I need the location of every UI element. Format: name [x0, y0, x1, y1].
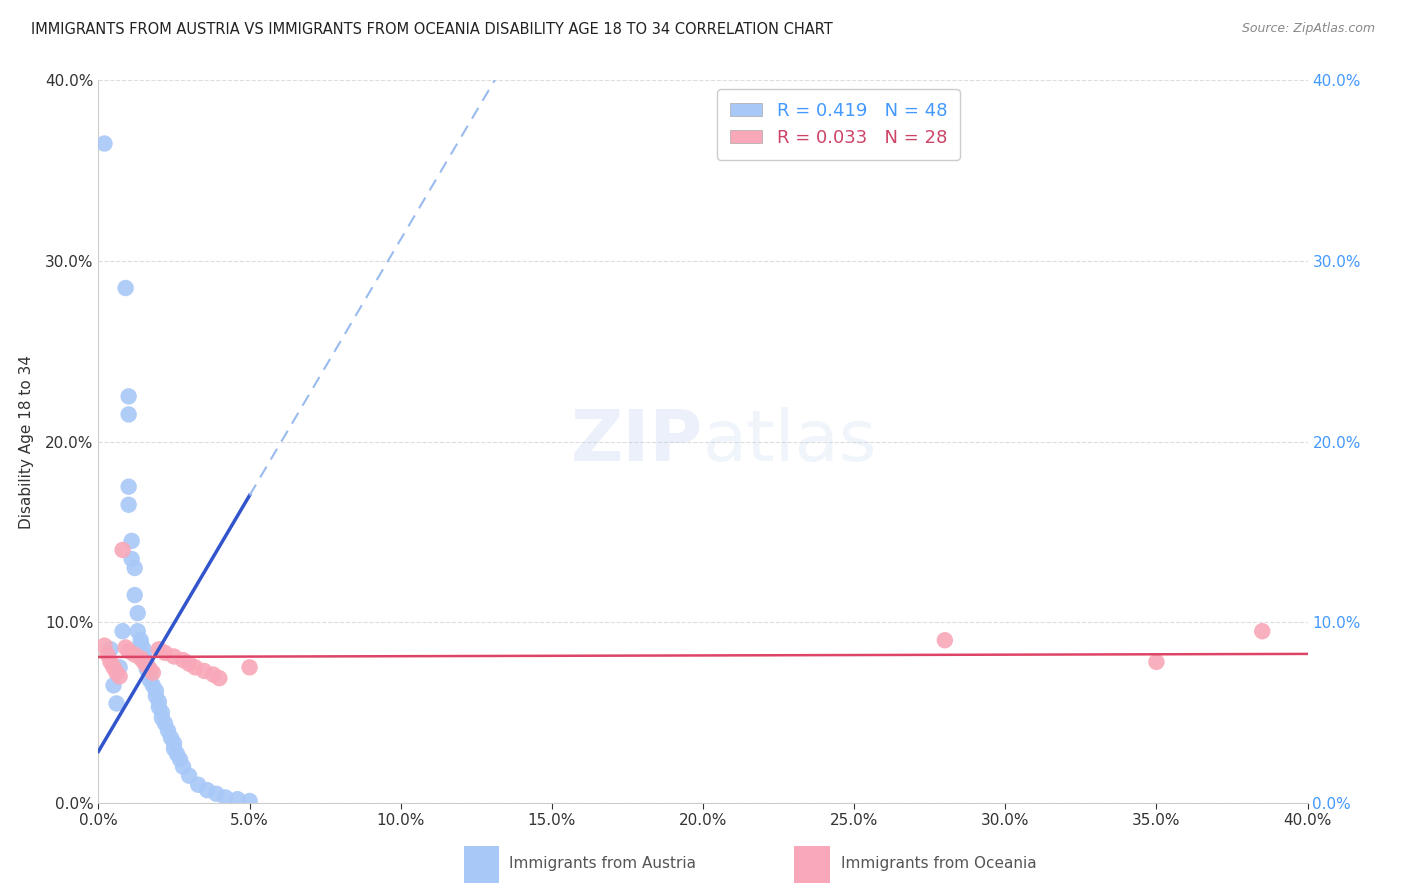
- Text: IMMIGRANTS FROM AUSTRIA VS IMMIGRANTS FROM OCEANIA DISABILITY AGE 18 TO 34 CORRE: IMMIGRANTS FROM AUSTRIA VS IMMIGRANTS FR…: [31, 22, 832, 37]
- Point: [111, 542, 134, 557]
- Point: [179, 657, 201, 671]
- Point: [1251, 624, 1274, 639]
- Point: [121, 552, 143, 566]
- Point: [169, 752, 191, 766]
- Point: [105, 665, 128, 680]
- Point: [160, 731, 183, 745]
- Point: [100, 655, 122, 669]
- Point: [132, 648, 155, 662]
- Point: [105, 697, 128, 711]
- Point: [135, 662, 157, 676]
- Point: [156, 723, 179, 738]
- Point: [127, 606, 149, 620]
- Point: [239, 660, 262, 674]
- Point: [142, 665, 165, 680]
- Point: [195, 783, 218, 797]
- Point: [100, 642, 122, 657]
- Text: Immigrants from Oceania: Immigrants from Oceania: [841, 856, 1036, 871]
- Point: [108, 669, 131, 683]
- Point: [153, 716, 176, 731]
- Point: [153, 646, 176, 660]
- Point: [139, 662, 162, 676]
- Text: Source: ZipAtlas.com: Source: ZipAtlas.com: [1241, 22, 1375, 36]
- Point: [184, 660, 207, 674]
- Point: [1144, 655, 1167, 669]
- Point: [118, 389, 141, 403]
- Point: [108, 660, 131, 674]
- Point: [103, 660, 125, 674]
- Point: [135, 658, 157, 673]
- Point: [124, 648, 146, 662]
- Point: [179, 769, 201, 783]
- Point: [148, 642, 170, 657]
- Point: [121, 533, 143, 548]
- Point: [139, 667, 162, 681]
- Point: [114, 281, 136, 295]
- Point: [118, 644, 141, 658]
- Point: [145, 690, 167, 704]
- Point: [239, 794, 262, 808]
- Point: [172, 653, 194, 667]
- Point: [214, 790, 236, 805]
- Text: Immigrants from Austria: Immigrants from Austria: [509, 856, 696, 871]
- Point: [118, 480, 141, 494]
- Point: [129, 651, 152, 665]
- Point: [163, 741, 186, 756]
- Point: [187, 778, 209, 792]
- Point: [150, 706, 173, 720]
- Point: [148, 695, 170, 709]
- Text: atlas: atlas: [703, 407, 877, 476]
- Point: [150, 711, 173, 725]
- Point: [145, 683, 167, 698]
- Point: [208, 671, 231, 685]
- Text: ZIP: ZIP: [571, 407, 703, 476]
- Y-axis label: Disability Age 18 to 34: Disability Age 18 to 34: [18, 354, 34, 529]
- Point: [166, 747, 188, 761]
- Point: [132, 651, 155, 665]
- Point: [142, 678, 165, 692]
- Point: [96, 648, 118, 662]
- Point: [103, 678, 125, 692]
- Point: [148, 700, 170, 714]
- Point: [172, 760, 194, 774]
- Point: [139, 673, 162, 687]
- Point: [111, 624, 134, 639]
- Point: [127, 624, 149, 639]
- Point: [226, 792, 249, 806]
- Point: [118, 408, 141, 422]
- Legend: R = 0.419   N = 48, R = 0.033   N = 28: R = 0.419 N = 48, R = 0.033 N = 28: [717, 89, 960, 160]
- Point: [132, 642, 155, 657]
- Point: [163, 649, 186, 664]
- Point: [193, 664, 215, 678]
- Point: [124, 588, 146, 602]
- Point: [934, 633, 956, 648]
- Point: [114, 640, 136, 655]
- Point: [163, 736, 186, 750]
- Point: [93, 639, 115, 653]
- Point: [93, 136, 115, 151]
- Point: [129, 637, 152, 651]
- Point: [118, 498, 141, 512]
- Point: [124, 561, 146, 575]
- Point: [205, 787, 228, 801]
- Point: [202, 667, 225, 681]
- Point: [135, 657, 157, 671]
- Point: [129, 633, 152, 648]
- Point: [132, 655, 155, 669]
